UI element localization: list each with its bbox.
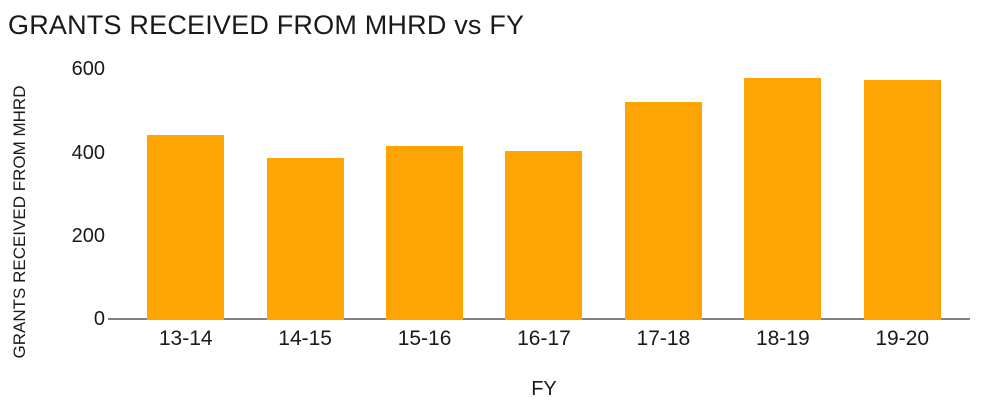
bar: [624, 102, 702, 320]
bars-container: [126, 69, 962, 320]
x-axis-ticks: 13-14 14-15 15-16 16-17 17-18 18-19 19-20: [126, 327, 962, 351]
y-axis-tick-label: 600: [71, 58, 105, 81]
bar-slot: [604, 69, 723, 320]
x-axis-tick-label: 14-15: [278, 327, 332, 350]
y-axis-tick-label: 200: [71, 225, 105, 248]
x-axis-tick-label: 18-19: [755, 327, 810, 350]
bar: [863, 80, 941, 320]
y-axis-tick-label: 0: [93, 308, 105, 331]
x-axis-tick-label: 19-20: [875, 327, 930, 350]
y-axis-tick-label: 400: [71, 141, 105, 164]
bar-slot: [245, 69, 364, 320]
bar-slot: [126, 69, 245, 320]
x-axis-tick-label: 13-14: [158, 327, 213, 350]
y-axis-ticks: 0 200 400 600: [0, 0, 105, 412]
bar: [147, 134, 225, 320]
x-axis-tick-label: 16-17: [517, 327, 571, 350]
x-axis-tick-label: 17-18: [636, 327, 691, 350]
bar: [505, 151, 583, 320]
bar-slot: [723, 69, 842, 320]
bar: [386, 145, 464, 320]
chart-title: GRANTS RECEIVED FROM MHRD vs FY: [8, 10, 525, 40]
bar: [266, 157, 344, 320]
bar: [744, 78, 822, 320]
bar-slot: [365, 69, 484, 320]
x-axis-title: FY: [531, 378, 557, 400]
bar-slot: [484, 69, 603, 320]
x-axis-tick-label: 15-16: [397, 327, 452, 350]
bar-slot: [843, 69, 962, 320]
